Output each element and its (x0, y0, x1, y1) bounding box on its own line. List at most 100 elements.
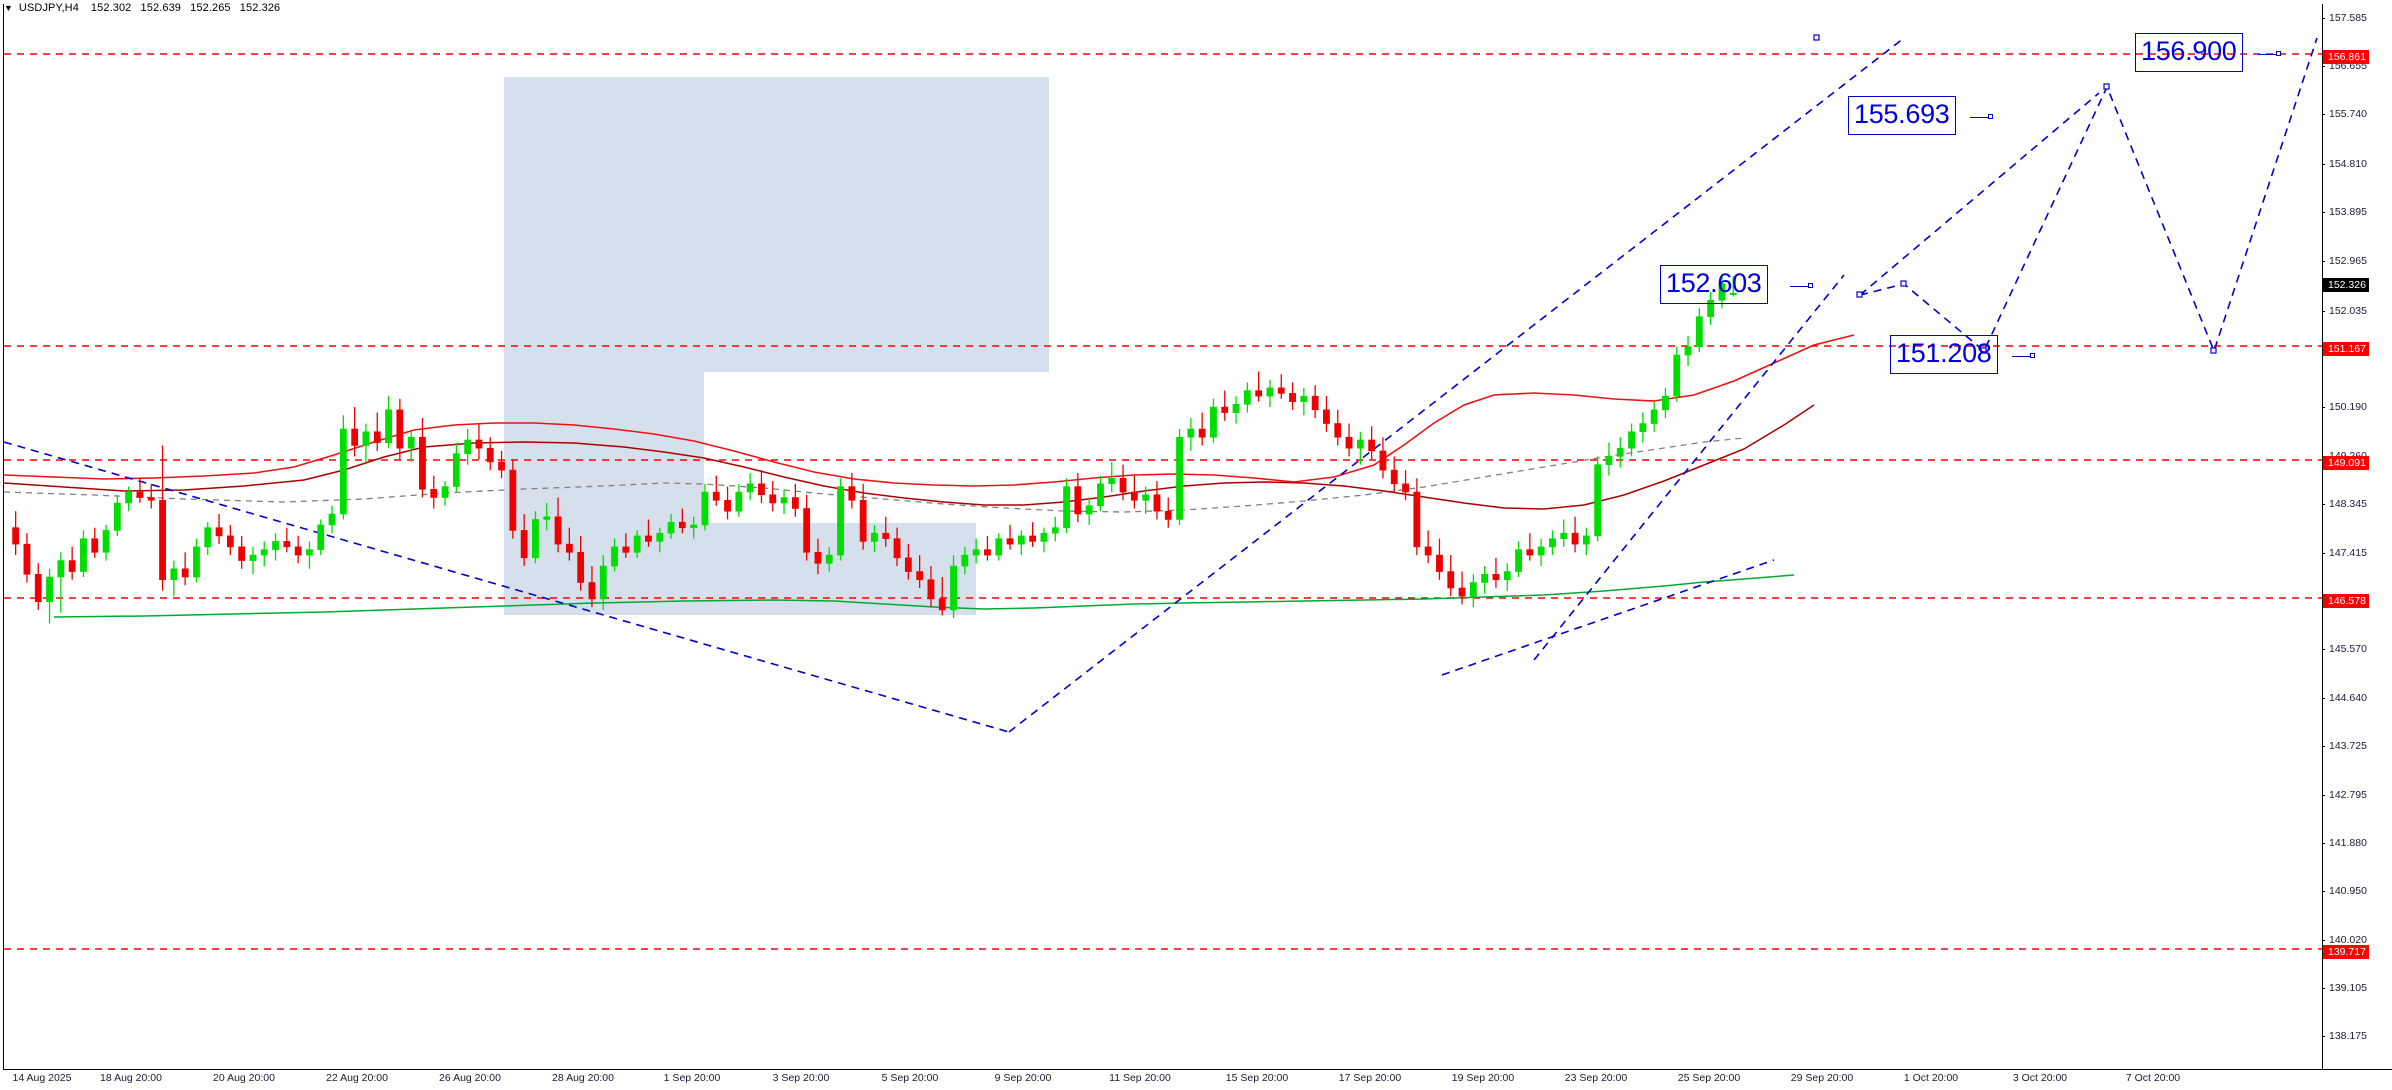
candle-body[interactable] (46, 576, 53, 602)
candle-body[interactable] (837, 486, 844, 556)
candle-body[interactable] (791, 497, 799, 509)
candle-body[interactable] (1707, 299, 1715, 317)
price-level-label[interactable]: 156.861 (2323, 50, 2369, 64)
candle-body[interactable] (1582, 535, 1590, 545)
candle-body[interactable] (746, 483, 754, 493)
candle-body[interactable] (1718, 283, 1726, 301)
forecast-target-label[interactable]: 156.900 (2135, 33, 2243, 72)
candle-body[interactable] (159, 499, 166, 581)
triangle-down-icon[interactable]: ▼ (4, 2, 13, 13)
forecast-node-handle[interactable] (2210, 347, 2217, 354)
candle-body[interactable] (724, 499, 731, 512)
candle-body[interactable] (1323, 409, 1330, 424)
candle-body[interactable] (1029, 535, 1037, 542)
candle-body[interactable] (1345, 436, 1353, 449)
candle-body[interactable] (803, 508, 811, 553)
candle-body[interactable] (882, 532, 890, 539)
candle-body[interactable] (1187, 428, 1195, 438)
candle-body[interactable] (362, 431, 370, 446)
candle-body[interactable] (68, 560, 76, 572)
candlestick-series[interactable] (4, 5, 2322, 1069)
candle-body[interactable] (1673, 354, 1681, 397)
candle-body[interactable] (1017, 535, 1025, 545)
candle-body[interactable] (1356, 439, 1364, 449)
candle-body[interactable] (588, 582, 596, 600)
candle-body[interactable] (814, 552, 822, 564)
candle-body[interactable] (871, 532, 878, 542)
candle-body[interactable] (1040, 532, 1048, 542)
candle-body[interactable] (498, 461, 505, 471)
current-price-label[interactable]: 152.326 (2323, 278, 2369, 292)
candle-body[interactable] (554, 516, 562, 545)
candle-body[interactable] (1650, 409, 1658, 424)
candle-body[interactable] (373, 431, 381, 444)
candle-body[interactable] (1729, 292, 1737, 295)
candle-body[interactable] (1311, 395, 1319, 411)
candle-body[interactable] (283, 541, 291, 548)
candle-body[interactable] (961, 554, 969, 567)
candle-body[interactable] (238, 546, 246, 561)
candle-body[interactable] (1210, 406, 1217, 438)
candle-body[interactable] (780, 497, 788, 504)
candle-body[interactable] (984, 549, 991, 556)
candle-body[interactable] (272, 541, 279, 550)
candle-body[interactable] (950, 565, 957, 611)
candle-body[interactable] (23, 543, 31, 575)
candle-body[interactable] (893, 538, 901, 559)
candle-body[interactable] (769, 494, 777, 504)
candle-body[interactable] (452, 453, 460, 487)
candle-body[interactable] (441, 486, 449, 498)
candle-body[interactable] (1074, 486, 1082, 515)
candle-body[interactable] (1142, 494, 1150, 501)
candle-body[interactable] (226, 535, 234, 548)
candle-body[interactable] (385, 409, 392, 444)
candle-body[interactable] (995, 538, 1003, 556)
forecast-label-handle[interactable] (1988, 114, 1993, 119)
candle-body[interactable] (1628, 431, 1635, 449)
candle-body[interactable] (1605, 456, 1613, 465)
forecast-label-handle[interactable] (2276, 51, 2281, 56)
candle-body[interactable] (464, 439, 472, 454)
candle-body[interactable] (667, 521, 675, 534)
candle-body[interactable] (859, 499, 867, 542)
candle-body[interactable] (317, 524, 325, 550)
candle-body[interactable] (1594, 464, 1602, 537)
candle-body[interactable] (1334, 423, 1342, 438)
candle-body[interactable] (1662, 395, 1669, 411)
candle-body[interactable] (972, 549, 980, 556)
candle-body[interactable] (486, 447, 494, 463)
candle-body[interactable] (701, 491, 709, 526)
candle-body[interactable] (204, 527, 212, 548)
candle-body[interactable] (136, 491, 144, 498)
candle-body[interactable] (678, 521, 686, 528)
candle-body[interactable] (1119, 478, 1127, 493)
candle-body[interactable] (565, 543, 573, 553)
candle-body[interactable] (1289, 393, 1296, 402)
candle-body[interactable] (645, 535, 652, 542)
candle-body[interactable] (351, 428, 359, 446)
candle-body[interactable] (1198, 428, 1206, 438)
candle-body[interactable] (1390, 469, 1398, 485)
candle-body[interactable] (938, 598, 946, 611)
candle-body[interactable] (1469, 582, 1477, 597)
candle-body[interactable] (927, 579, 935, 600)
candle-body[interactable] (430, 489, 438, 498)
candle-body[interactable] (633, 535, 641, 553)
price-axis[interactable]: 157.585 156.655 155.740 154.810 153.895 152.9… (2322, 4, 2392, 1070)
forecast-node-handle[interactable] (2103, 83, 2110, 90)
price-level-label[interactable]: 139.717 (2323, 945, 2369, 959)
candle-body[interactable] (1458, 587, 1466, 597)
candle-body[interactable] (712, 491, 720, 501)
candle-body[interactable] (339, 428, 347, 515)
candle-body[interactable] (125, 491, 133, 504)
candle-body[interactable] (1526, 549, 1534, 556)
candle-body[interactable] (1243, 390, 1251, 405)
candle-body[interactable] (170, 568, 178, 581)
candle-body[interactable] (102, 530, 110, 553)
candle-body[interactable] (1639, 423, 1647, 433)
candle-body[interactable] (1176, 436, 1183, 520)
candle-body[interactable] (1379, 450, 1387, 471)
candle-body[interactable] (916, 571, 924, 581)
candle-body[interactable] (475, 439, 483, 449)
candle-body[interactable] (520, 530, 528, 559)
